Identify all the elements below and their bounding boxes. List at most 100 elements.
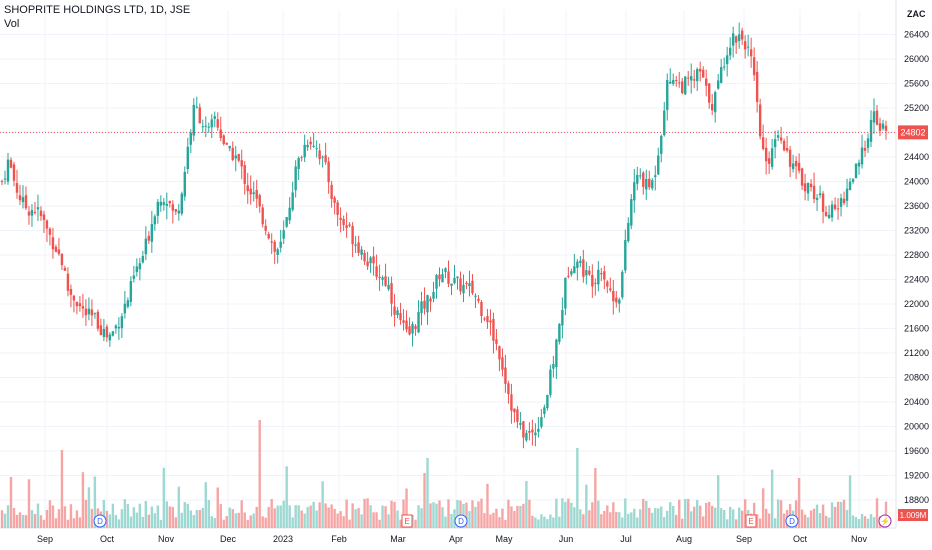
volume-bar xyxy=(414,519,417,528)
candle-body xyxy=(809,183,813,188)
candle-body xyxy=(576,261,579,268)
candle-body xyxy=(531,429,534,433)
svg-text:D: D xyxy=(97,517,103,526)
volume-bar xyxy=(321,481,324,528)
volume-bar xyxy=(776,499,780,528)
volume-bar xyxy=(501,508,504,528)
candle-body xyxy=(69,289,73,295)
candle-body xyxy=(761,137,765,150)
candle-body xyxy=(183,171,186,197)
volume-bar xyxy=(90,508,94,528)
volume-bar xyxy=(102,500,106,528)
price-tick-label: 21200 xyxy=(904,348,929,358)
candle-body xyxy=(465,282,468,284)
candle-body xyxy=(830,204,834,218)
price-tick-label: 25200 xyxy=(904,103,929,113)
volume-bar xyxy=(725,519,729,528)
volume-bar xyxy=(312,501,315,528)
volume-bar xyxy=(546,519,549,528)
candle-body xyxy=(878,123,882,131)
volume-bar xyxy=(615,512,618,528)
volume-bar xyxy=(318,502,321,528)
candle-body xyxy=(456,276,459,279)
candle-body xyxy=(66,273,70,291)
candle-body xyxy=(369,257,372,264)
volume-bar xyxy=(833,506,837,528)
candle-body xyxy=(737,34,741,42)
volume-bar xyxy=(87,487,91,528)
volume-bar xyxy=(477,501,480,528)
volume-bar xyxy=(468,511,471,528)
volume-bar xyxy=(758,518,762,528)
earnings-marker-icon[interactable]: E xyxy=(401,514,413,528)
volume-bar xyxy=(558,516,561,528)
volume-bar xyxy=(728,506,732,528)
split-marker-icon[interactable]: ⚡ xyxy=(878,514,892,528)
earnings-marker-icon[interactable]: E xyxy=(745,514,757,528)
volume-bar xyxy=(126,504,130,528)
volume-bar xyxy=(872,517,876,528)
candle-body xyxy=(114,325,118,329)
candle-body xyxy=(264,225,267,231)
candle-body xyxy=(474,295,477,297)
volume-bar xyxy=(381,505,384,528)
volume-bar xyxy=(423,473,426,528)
volume-bar xyxy=(150,506,154,528)
volume-bar xyxy=(297,505,300,528)
volume-bar xyxy=(351,503,354,528)
volume-bar xyxy=(264,517,267,528)
candle-body xyxy=(402,320,405,323)
candle-body xyxy=(710,104,714,111)
candle-body xyxy=(138,263,142,270)
price-tick-label: 23600 xyxy=(904,201,929,211)
volume-bar xyxy=(405,488,408,528)
candle-body xyxy=(363,252,366,262)
volume-bar xyxy=(342,516,345,528)
volume-bar xyxy=(767,513,771,528)
candle-body xyxy=(675,80,678,82)
volume-bar xyxy=(525,481,528,528)
candle-body xyxy=(360,249,363,255)
volume-bar xyxy=(390,500,393,528)
volume-bar xyxy=(216,487,219,528)
volume-bar xyxy=(761,488,765,528)
volume-bar xyxy=(60,450,64,528)
candle-body xyxy=(54,246,58,252)
candle-body xyxy=(606,281,609,287)
candle-body xyxy=(321,156,324,158)
volume-bar xyxy=(333,508,336,528)
candle-body xyxy=(291,192,294,210)
volume-bar xyxy=(483,513,486,528)
candle-body xyxy=(252,192,255,195)
volume-bar xyxy=(660,506,663,528)
volume-bar xyxy=(33,514,37,528)
candle-body xyxy=(639,175,642,177)
volume-bar xyxy=(815,504,819,528)
candle-body xyxy=(147,235,151,241)
candle-body xyxy=(468,283,471,287)
volume-bar xyxy=(513,510,516,528)
candle-body xyxy=(81,306,85,309)
dividend-marker-icon[interactable]: D xyxy=(785,514,799,528)
candle-body xyxy=(884,125,888,131)
dividend-marker-icon[interactable]: D xyxy=(454,514,468,528)
volume-bar xyxy=(375,512,378,528)
volume-bar xyxy=(246,519,249,528)
candle-body xyxy=(708,83,711,103)
volume-bar xyxy=(561,498,564,528)
volume-bar xyxy=(15,514,19,528)
volume-bar xyxy=(441,507,444,528)
volume-bar xyxy=(678,499,681,528)
candle-body xyxy=(411,324,414,334)
time-tick-label: Apr xyxy=(449,534,463,544)
candle-body xyxy=(39,210,43,217)
price-tick-label: 23200 xyxy=(904,226,929,236)
dividend-marker-icon[interactable]: D xyxy=(93,514,107,528)
volume-bar xyxy=(474,506,477,528)
volume-bar xyxy=(120,509,124,528)
volume-bar xyxy=(857,519,861,528)
candle-body xyxy=(159,201,163,206)
volume-bar xyxy=(597,500,600,528)
volume-bar xyxy=(719,508,723,528)
